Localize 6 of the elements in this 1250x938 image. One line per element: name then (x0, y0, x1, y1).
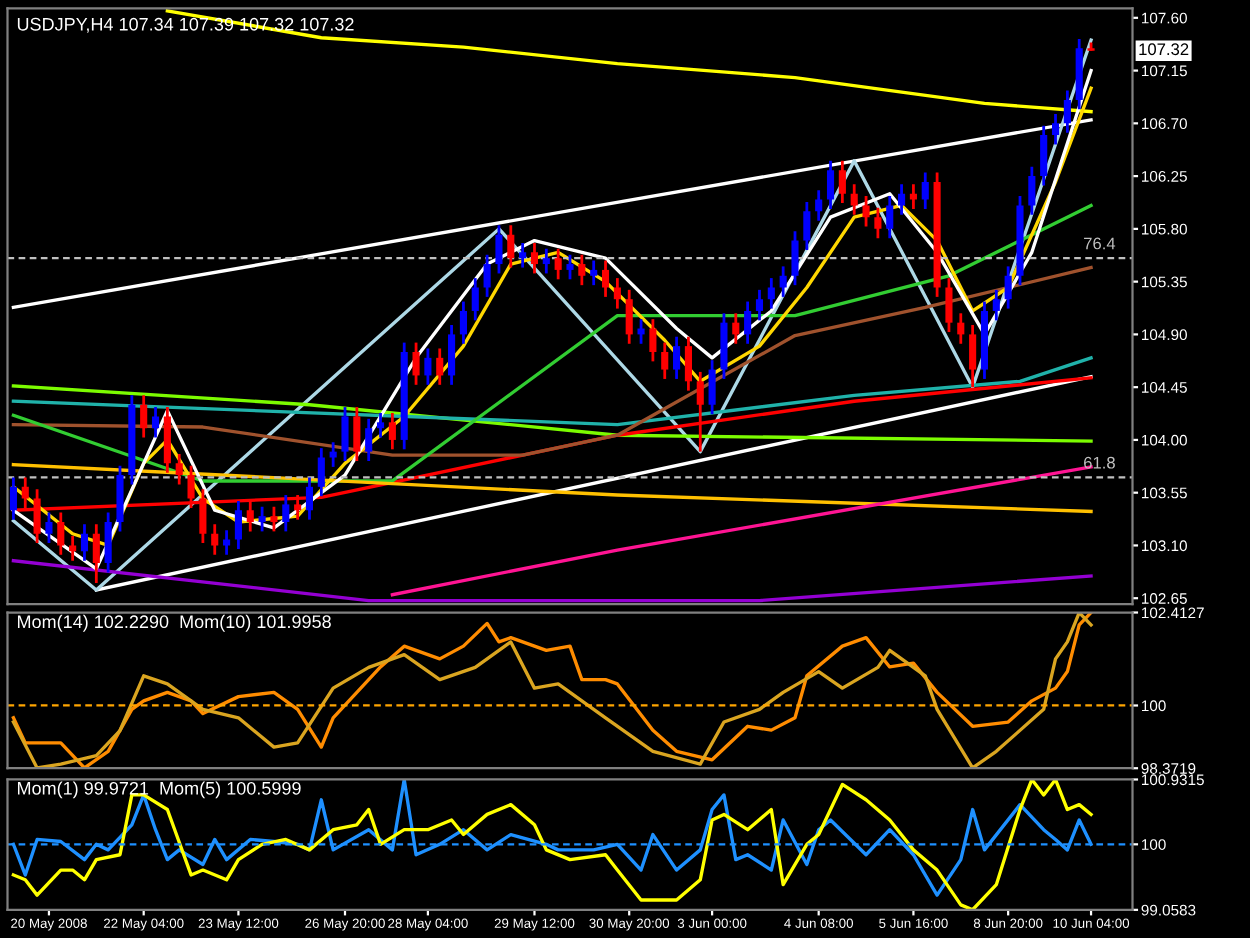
chart-title: USDJPY,H4 107.34 107.39 107.32 107.32 (17, 17, 354, 33)
chart-title: Mom(1) 99.9721 Mom(5) 100.5999 (17, 781, 301, 799)
chart-title: Mom(14) 102.2290 Mom(10) 101.9958 (17, 614, 331, 632)
annotation: 76.4 (1084, 237, 1116, 250)
text: 107.32 (1139, 43, 1189, 56)
annotation: 61.8 (1084, 456, 1115, 469)
